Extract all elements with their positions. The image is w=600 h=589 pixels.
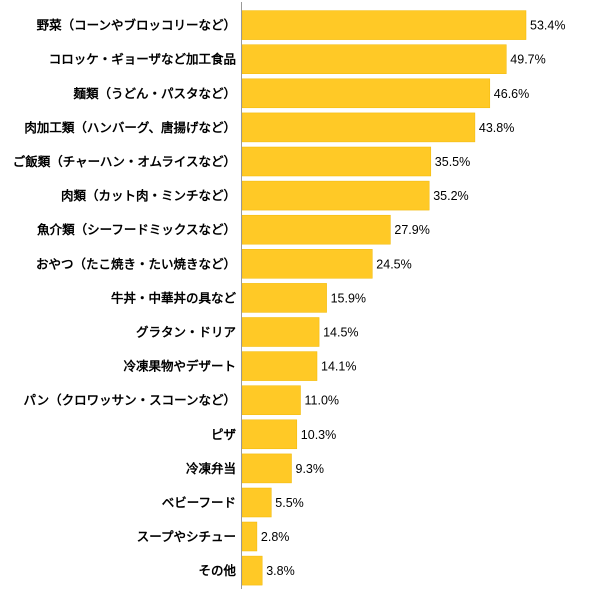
category-label: 肉加工類（ハンバーグ、唐揚げなど） xyxy=(24,120,236,135)
category-label: 冷凍果物やデザート xyxy=(123,359,236,374)
category-label: コロッケ・ギョーザなど加工食品 xyxy=(49,52,236,67)
value-label: 35.5% xyxy=(435,155,470,169)
value-label: 2.8% xyxy=(261,530,290,544)
value-label: 5.5% xyxy=(275,496,304,510)
category-label: 冷凍弁当 xyxy=(186,461,236,476)
bar xyxy=(241,214,391,245)
value-label: 14.1% xyxy=(321,360,356,374)
category-labels-layer: 野菜（コーンやブロッコリーなど） コロッケ・ギョーザなど加工食品麺類（うどん・パス… xyxy=(13,18,237,578)
value-label: 49.7% xyxy=(510,53,545,67)
category-label: 野菜（コーンやブロッコリーなど） xyxy=(37,18,236,33)
value-label: 24.5% xyxy=(376,257,411,271)
category-label: ベビーフード xyxy=(162,495,236,510)
category-label: グラタン・ドリア xyxy=(136,325,236,340)
category-label: ご飯類（チャーハン・オムライスなど） xyxy=(13,154,236,169)
bar xyxy=(241,78,491,109)
value-label: 53.4% xyxy=(530,19,565,33)
bar xyxy=(241,521,258,552)
value-label: 3.8% xyxy=(266,564,295,578)
bar xyxy=(241,487,272,518)
value-label: 27.9% xyxy=(394,223,429,237)
value-labels-layer: 53.4% 49.7% 46.6% 43.8% 35.5% 35.2% 27.9% 24.5%… xyxy=(261,19,566,578)
category-label: ピザ xyxy=(211,427,237,442)
value-label: 11.0% xyxy=(305,394,340,408)
bar xyxy=(241,249,373,279)
bar xyxy=(241,180,430,211)
category-label: 魚介類（シーフードミックスなど） xyxy=(37,222,236,237)
bar xyxy=(241,283,327,313)
category-label: 牛丼・中華丼の具など xyxy=(111,290,237,305)
category-label: 肉類（カット肉・ミンチなど） xyxy=(61,188,236,203)
axis-layer xyxy=(241,2,242,589)
bar xyxy=(241,385,301,415)
bar xyxy=(241,44,507,74)
category-label: パン（クロワッサン・スコーンなど） xyxy=(23,393,236,408)
value-label: 14.5% xyxy=(323,326,358,340)
value-label: 15.9% xyxy=(331,291,366,305)
bars-layer xyxy=(241,10,527,586)
category-label: その他 xyxy=(198,563,236,578)
bar xyxy=(241,419,298,450)
category-label: おやつ（たこ焼き・たい焼きなど） xyxy=(36,256,236,271)
value-label: 35.2% xyxy=(433,189,468,203)
bar xyxy=(241,555,263,586)
category-label: 麺類（うどん・パスタなど） xyxy=(72,86,236,101)
bar xyxy=(241,146,432,177)
value-label: 46.6% xyxy=(494,87,529,101)
value-label: 43.8% xyxy=(479,121,514,135)
value-label: 10.3% xyxy=(301,428,336,442)
category-label: スープやシチュー xyxy=(137,529,236,544)
bar xyxy=(241,317,320,347)
bar xyxy=(241,351,318,381)
bar xyxy=(241,453,292,484)
bar xyxy=(241,112,476,143)
value-label: 9.3% xyxy=(296,462,325,476)
bar xyxy=(241,10,527,40)
